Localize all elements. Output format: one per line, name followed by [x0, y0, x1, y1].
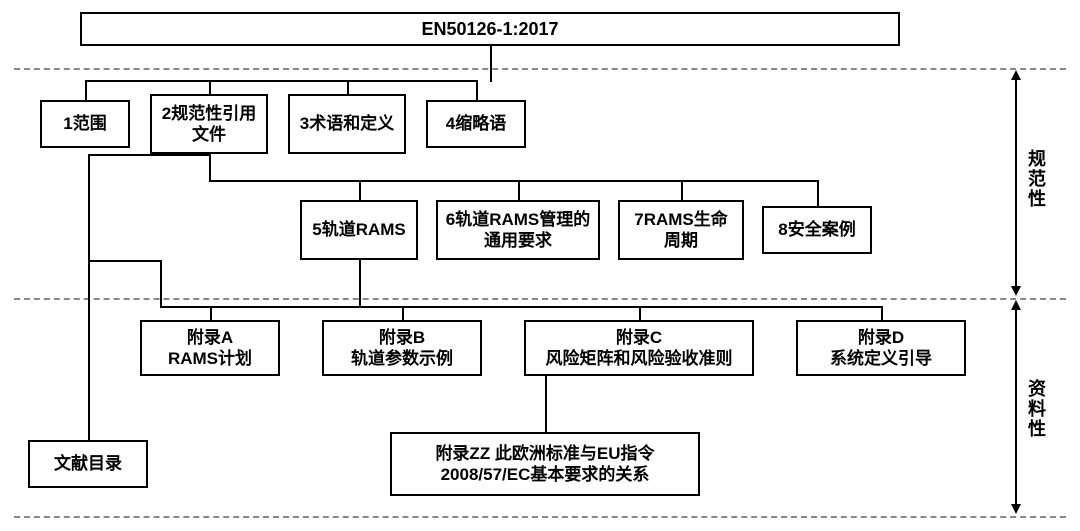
hseg-n2-bus3-h [160, 306, 212, 308]
root-title: EN50126-1:2017 [80, 12, 900, 46]
region-label-informative: 资料性 [1028, 380, 1046, 439]
node-aC: 附录C 风险矩阵和风险验收准则 [524, 320, 754, 376]
node-n1: 1范围 [40, 100, 130, 148]
vline-n2-down [209, 154, 211, 182]
vline-d3 [347, 80, 349, 96]
vline-d5 [359, 180, 361, 202]
dash-separator-1 [14, 298, 1066, 300]
diagram-stage: EN50126-1:2017 1范围 2规范性引用文件 3术语和定义 4缩略语 5轨道RA… [0, 0, 1080, 531]
hseg-n2-bus2-h [209, 180, 361, 182]
hbus-bus2 [359, 180, 819, 182]
node-aB: 附录B 轨道参数示例 [322, 320, 482, 376]
dash-separator-2 [14, 516, 1066, 518]
region-bracket-1 [1009, 300, 1023, 514]
vline-n5-bus3 [359, 260, 361, 308]
vline-d1 [85, 80, 87, 102]
node-n7: 7RAMS生命周期 [618, 200, 744, 260]
vline-zz-up [545, 376, 547, 434]
hbus-bus3 [210, 306, 883, 308]
node-bib: 文献目录 [28, 440, 148, 488]
vline-n2-long [88, 154, 90, 442]
node-n4: 4缩略语 [426, 100, 526, 148]
node-n8: 8安全案例 [762, 206, 872, 254]
vline-b2-h [209, 180, 211, 182]
node-aD: 附录D 系统定义引导 [796, 320, 966, 376]
vline-dB [402, 306, 404, 322]
region-bracket-0 [1009, 70, 1023, 296]
vline-d4 [476, 80, 478, 102]
vline-d6 [518, 180, 520, 202]
node-n5: 5轨道RAMS [300, 200, 418, 260]
node-n2: 2规范性引用文件 [150, 94, 268, 154]
hbus-bus1 [85, 80, 478, 82]
vline-dC [639, 306, 641, 322]
vline-dA [210, 306, 212, 322]
vline-d2 [209, 80, 211, 96]
node-n3: 3术语和定义 [288, 94, 406, 154]
vline-root-down [490, 46, 492, 82]
node-n6: 6轨道RAMS管理的通用要求 [436, 200, 600, 260]
vline-n2-to-bus3 [160, 260, 162, 308]
vline-d8 [817, 180, 819, 208]
vline-d7 [681, 180, 683, 202]
hseg-n2-long-kick [88, 154, 211, 156]
dash-separator-0 [14, 68, 1066, 70]
region-label-normative: 规范性 [1028, 150, 1046, 209]
node-zz: 附录ZZ 此欧洲标准与EU指令2008/57/EC基本要求的关系 [390, 432, 700, 496]
vline-dD [881, 306, 883, 322]
node-aA: 附录A RAMS计划 [140, 320, 280, 376]
hseg-n2-left [88, 260, 160, 262]
